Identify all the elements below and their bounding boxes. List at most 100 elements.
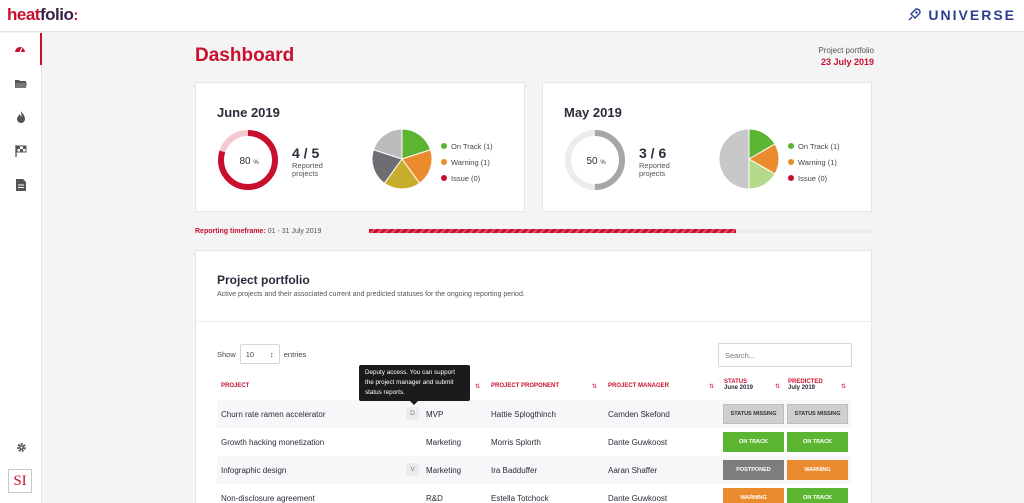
reported-ratio: 4 / 5	[292, 145, 320, 161]
project-name[interactable]: Infographic design	[221, 465, 287, 475]
table-row[interactable]: Churn rate ramen accelerator D MVP Hatti…	[217, 400, 851, 428]
sort-icon[interactable]: ⇅	[841, 384, 847, 390]
portfolio-subtitle: Active projects and their associated cur…	[217, 291, 525, 298]
portfolio-date: 23 July 2019	[820, 57, 874, 67]
access-tag[interactable]: D	[406, 407, 419, 420]
reporting-timeframe: Reporting timeframe: 01 - 31 July 2019	[195, 228, 321, 235]
brand-label: UNIVERSE	[928, 7, 1016, 23]
ring-percent-unit: %	[253, 160, 259, 166]
legend-item-issue: Issue (0)	[441, 170, 493, 186]
business-unit: R&D	[426, 493, 443, 503]
pie-slice[interactable]	[718, 128, 750, 190]
business-unit: Marketing	[426, 437, 462, 447]
project-manager: Dante Guwkoost	[608, 493, 668, 503]
timeframe-label: Reporting timeframe:	[195, 228, 266, 235]
status-pie-chart	[371, 128, 433, 190]
folder-icon	[15, 79, 27, 88]
predicted-status-badge[interactable]: WARNING	[787, 460, 848, 480]
project-manager: Dante Guwkoost	[608, 437, 668, 447]
status-header-label: STATUS	[724, 379, 748, 385]
project-proponent: Ira Badduffer	[491, 465, 538, 475]
top-bar: heatfolio: UNIVERSE	[0, 0, 1024, 32]
access-tag[interactable]: V	[406, 463, 419, 476]
sidebar-item-dashboard[interactable]	[0, 33, 42, 65]
reported-ratio: 3 / 6	[639, 145, 667, 161]
summary-card-june: June 2019 80 % 4 / 5 Reported projects O…	[195, 82, 525, 212]
card-title: May 2019	[564, 105, 622, 120]
user-avatar[interactable]: SI	[8, 469, 32, 493]
flag-icon	[15, 145, 27, 157]
entries-select[interactable]: 10 ↕	[239, 344, 280, 364]
predicted-status-badge[interactable]: ON TRACK	[787, 432, 848, 452]
legend-item-warning: Warning (1)	[441, 154, 493, 170]
heatfolio-logo[interactable]: heatfolio:	[7, 5, 78, 25]
status-header-period: June 2019	[724, 385, 754, 391]
sort-icon[interactable]: ⇅	[709, 384, 715, 390]
status-legend: On Track (1) Warning (1) Issue (0)	[788, 138, 840, 186]
pie-slice[interactable]	[401, 149, 433, 184]
business-unit: Marketing	[426, 465, 462, 475]
status-badge[interactable]: POSTPONED	[723, 460, 784, 480]
logo-mark: :	[73, 7, 78, 24]
status-badge[interactable]: WARNING	[723, 488, 784, 503]
project-proponent: Morris Splorth	[491, 437, 541, 447]
table-row[interactable]: Non-disclosure agreement R&D Estella Tot…	[217, 484, 851, 503]
project-proponent: Hattie Splogthinch	[491, 409, 556, 419]
sort-icon[interactable]: ⇅	[475, 384, 481, 390]
table-row[interactable]: Infographic design V Marketing Ira Baddu…	[217, 456, 851, 484]
column-header-status[interactable]: STATUS June 2019	[724, 379, 753, 391]
sidebar-item-reports[interactable]	[0, 169, 42, 201]
card-title: June 2019	[217, 105, 280, 120]
logo-heat: heat	[7, 5, 40, 24]
pie-slice[interactable]	[372, 128, 403, 160]
status-legend: On Track (1) Warning (1) Issue (0)	[441, 138, 493, 186]
sort-icon[interactable]: ⇅	[775, 384, 781, 390]
reported-label: Reported projects	[292, 161, 323, 178]
column-header-manager[interactable]: PROJECT MANAGER	[608, 383, 670, 389]
sort-icon[interactable]: ⇅	[592, 384, 598, 390]
pie-slice[interactable]	[401, 128, 432, 160]
pie-slice[interactable]	[371, 149, 403, 184]
sidebar: SI	[0, 33, 42, 503]
portfolio-title: Project portfolio	[217, 273, 310, 287]
universe-brand[interactable]: UNIVERSE	[906, 7, 1016, 23]
table-row[interactable]: Growth hacking monetization Marketing Mo…	[217, 428, 851, 456]
status-pie-chart	[718, 128, 780, 190]
sidebar-item-settings[interactable]	[0, 431, 42, 463]
predicted-header-period: July 2019	[788, 385, 816, 391]
status-badge[interactable]: STATUS MISSING	[723, 404, 784, 424]
logo-folio: folio	[39, 5, 74, 24]
predicted-header-label: PREDICTED	[788, 379, 823, 385]
rocket-icon	[908, 8, 922, 21]
column-header-predicted[interactable]: PREDICTED July 2019	[788, 379, 823, 391]
ring-percent-unit: %	[600, 160, 606, 166]
project-manager: Aaran Shaffer	[608, 465, 658, 475]
updown-icon: ↕	[270, 349, 274, 359]
page-title: Dashboard	[195, 45, 295, 66]
business-unit: MVP	[426, 409, 444, 419]
gear-icon	[16, 442, 26, 452]
entries-value: 10	[245, 349, 255, 359]
divider	[196, 321, 871, 322]
entries-label: entries	[283, 349, 307, 359]
sidebar-item-heat[interactable]	[0, 101, 42, 133]
document-icon	[16, 179, 26, 191]
project-name[interactable]: Non-disclosure agreement	[221, 493, 315, 503]
deputy-access-tooltip: Deputy access. You can support the proje…	[359, 365, 470, 401]
project-name[interactable]: Churn rate ramen accelerator	[221, 409, 326, 419]
column-header-proponent[interactable]: PROJECT PROPONENT	[491, 383, 560, 389]
sidebar-item-projects[interactable]	[0, 67, 42, 99]
flame-icon	[17, 111, 25, 123]
predicted-status-badge[interactable]: ON TRACK	[787, 488, 848, 503]
project-manager: Camden Skefond	[608, 409, 670, 419]
legend-item-on-track: On Track (1)	[788, 138, 840, 154]
project-name[interactable]: Growth hacking monetization	[221, 437, 325, 447]
predicted-status-badge[interactable]: STATUS MISSING	[787, 404, 848, 424]
search-input[interactable]	[718, 343, 852, 367]
sidebar-item-milestones[interactable]	[0, 135, 42, 167]
column-header-project[interactable]: PROJECT	[221, 383, 250, 389]
status-badge[interactable]: ON TRACK	[723, 432, 784, 452]
pie-slice[interactable]	[383, 158, 421, 190]
timeframe-progress-fill	[369, 229, 737, 233]
legend-item-issue: Issue (0)	[788, 170, 840, 186]
